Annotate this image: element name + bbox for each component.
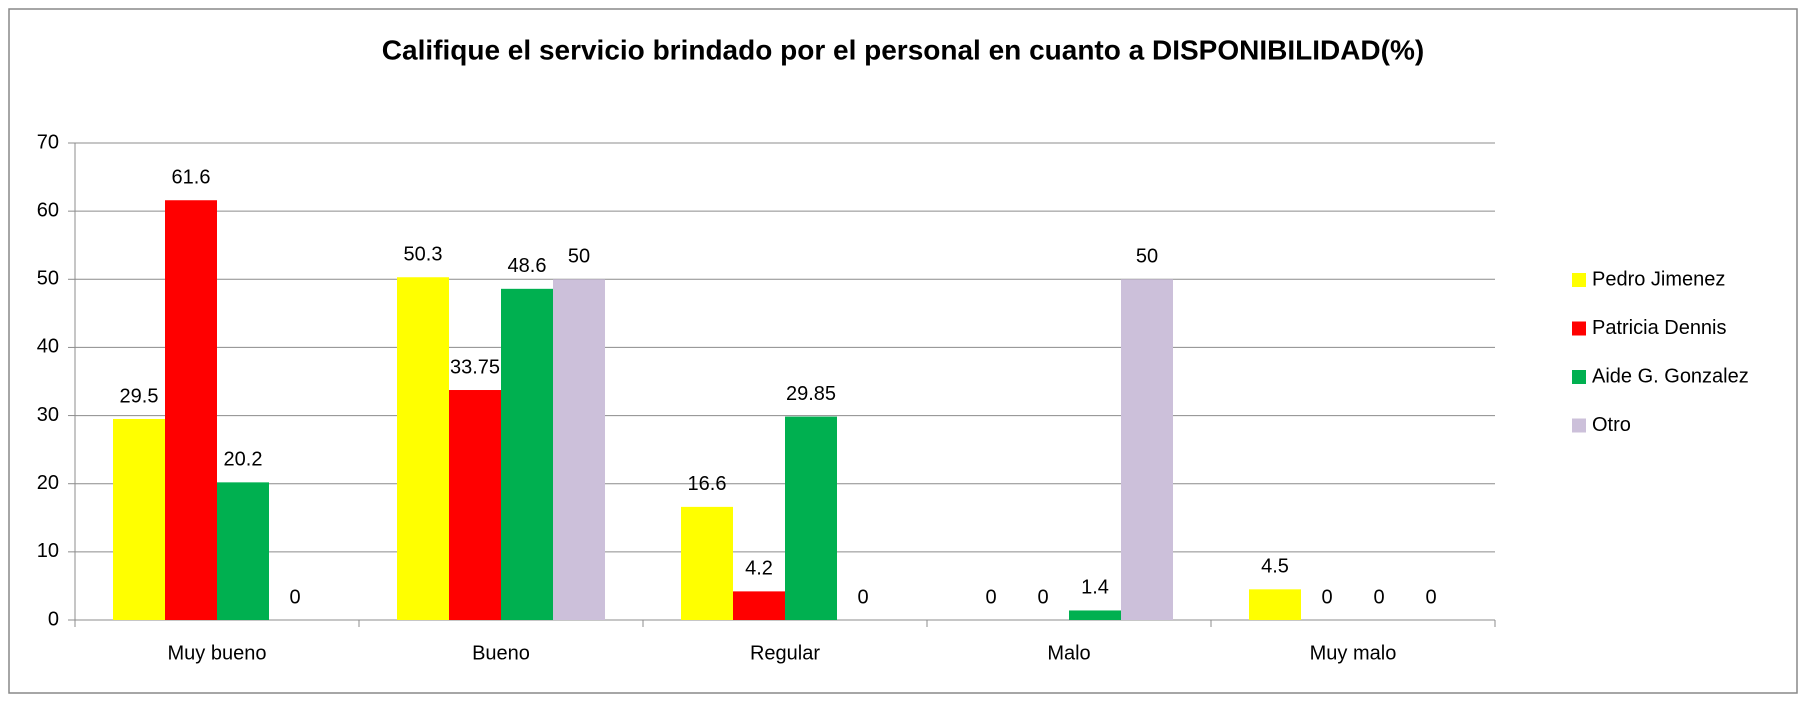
data-label: 29.85	[786, 383, 836, 405]
data-label: 0	[289, 586, 300, 608]
bar	[1069, 610, 1121, 620]
data-label: 1.4	[1081, 577, 1109, 599]
bar	[785, 416, 837, 620]
bar	[217, 482, 269, 620]
y-tick-label: 20	[37, 472, 59, 494]
bar	[733, 591, 785, 620]
data-label: 50	[568, 246, 590, 268]
y-tick-label: 70	[37, 131, 59, 153]
y-tick-label: 10	[37, 540, 59, 562]
y-tick-label: 60	[37, 199, 59, 221]
data-label: 0	[1037, 586, 1048, 608]
data-label: 16.6	[688, 473, 727, 495]
bar	[553, 279, 605, 620]
bar	[1249, 589, 1301, 620]
data-label: 33.75	[450, 356, 500, 378]
legend-label: Aide G. Gonzalez	[1592, 365, 1749, 387]
data-label: 4.2	[745, 558, 773, 580]
legend-swatch	[1572, 273, 1586, 287]
legend-label: Patricia Dennis	[1592, 317, 1727, 339]
bar	[681, 506, 733, 620]
bar	[1121, 279, 1173, 620]
y-tick-label: 50	[37, 268, 59, 290]
data-label: 0	[1425, 586, 1436, 608]
data-label: 0	[857, 586, 868, 608]
data-label: 29.5	[120, 385, 159, 407]
data-label: 61.6	[172, 167, 211, 189]
legend-label: Pedro Jimenez	[1592, 268, 1725, 290]
legend-swatch	[1572, 370, 1586, 384]
chart-border	[8, 8, 1798, 694]
data-label: 48.6	[508, 255, 547, 277]
data-label: 50	[1136, 246, 1158, 268]
data-label: 0	[1373, 586, 1384, 608]
bar	[165, 200, 217, 621]
data-label: 4.5	[1261, 556, 1289, 578]
bar	[397, 277, 449, 620]
x-tick-label: Bueno	[472, 642, 530, 664]
y-tick-label: 0	[48, 608, 59, 630]
x-tick-label: Regular	[750, 642, 820, 664]
data-label: 0	[1321, 586, 1332, 608]
data-label: 20.2	[224, 449, 263, 471]
x-tick-label: Muy bueno	[168, 642, 267, 664]
bar	[113, 418, 165, 620]
x-tick-label: Malo	[1047, 642, 1090, 664]
bar	[449, 390, 501, 620]
data-label: 50.3	[404, 244, 443, 266]
chart-title: Califique el servicio brindado por el pe…	[382, 34, 1424, 65]
legend-label: Otro	[1592, 414, 1631, 436]
y-tick-label: 30	[37, 404, 59, 426]
data-label: 0	[985, 586, 996, 608]
x-tick-label: Muy malo	[1310, 642, 1397, 664]
y-tick-label: 40	[37, 336, 59, 358]
bar	[501, 288, 553, 620]
legend-swatch	[1572, 321, 1586, 336]
legend-swatch	[1572, 418, 1586, 433]
